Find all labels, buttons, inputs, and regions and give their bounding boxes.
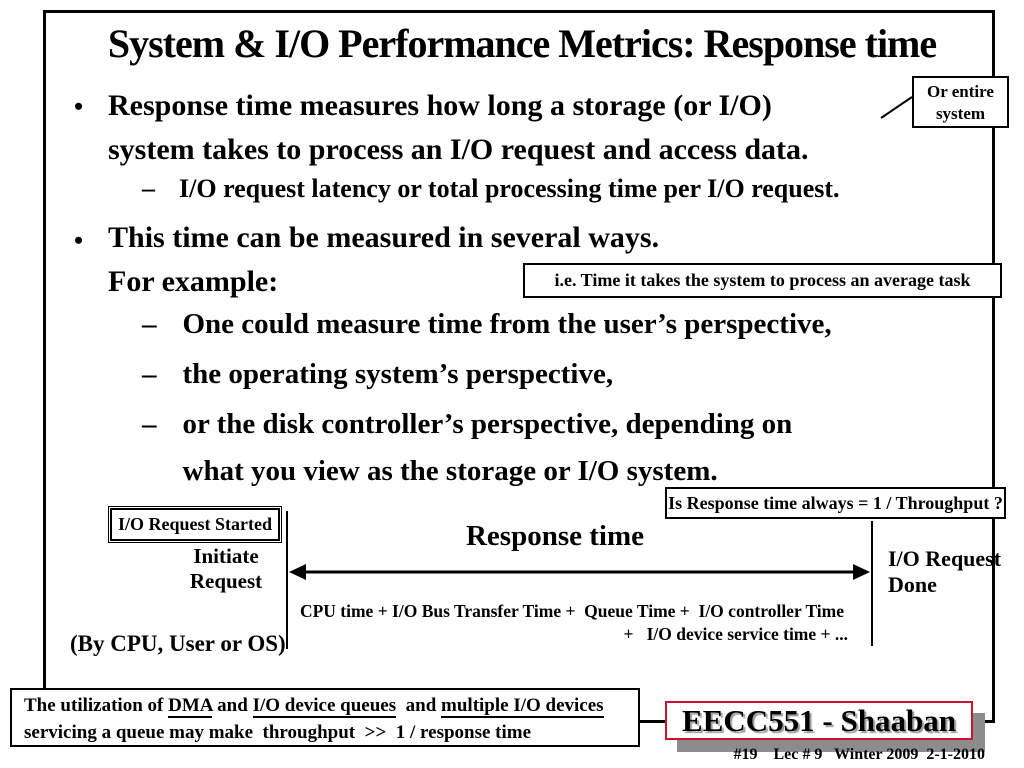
bullet2-subitem-1: – One could measure time from the user’s…	[142, 308, 832, 341]
done-line1: I/O Request	[888, 546, 1002, 571]
note-seg: The utilization of	[24, 695, 169, 716]
bullet2-line1: This time can be measured in several way…	[108, 221, 660, 254]
brand-box: EECC551 - Shaaban	[665, 701, 973, 740]
response-time-formula: CPU time + I/O Bus Transfer Time + Queue…	[296, 600, 848, 646]
bullet1-line2: system takes to process an I/O request a…	[108, 133, 809, 166]
dash-marker: –	[142, 408, 157, 440]
bullet2-sub3-text: or the disk controller’s perspective, de…	[183, 408, 793, 488]
formula-line1: CPU time + I/O Bus Transfer Time + Queue…	[299, 601, 845, 621]
bullet2-text: This time can be measured in several way…	[108, 216, 659, 304]
dash-marker: –	[142, 174, 155, 203]
bullet2-subitem-2: – the operating system’s perspective,	[142, 358, 613, 391]
bullet-marker: •	[74, 92, 84, 121]
footer-page-info: #19 Lec # 9 Winter 2009 2-1-2010	[733, 746, 985, 763]
bullet1-sub-text: I/O request latency or total processing …	[179, 174, 840, 203]
note-seg: and	[212, 695, 253, 716]
bullet2-sub1-text: One could measure time from the user’s p…	[182, 308, 832, 340]
note-seg: and	[396, 695, 442, 716]
done-line2: Done	[888, 572, 937, 597]
note-underlined-multiple-io: multiple I/O devices	[441, 695, 604, 718]
dash-marker: –	[142, 358, 157, 390]
bullet2-sub2-text: the operating system’s perspective,	[182, 358, 614, 390]
io-request-started-box: I/O Request Started	[108, 506, 282, 543]
bullet2-line2: For example:	[108, 265, 279, 298]
callout-or-entire-system: Or entire system	[912, 76, 1009, 128]
initiate-line2: Request	[189, 569, 263, 593]
callout-is-response-throughput: Is Response time always = 1 / Throughput…	[665, 487, 1006, 519]
bullet-marker: •	[74, 226, 84, 255]
initiate-line1: Initiate	[193, 544, 259, 568]
formula-line2: + I/O device service time + ...	[623, 624, 848, 644]
bottom-note-line2: servicing a queue may make throughput >>…	[24, 722, 532, 743]
initiate-request-label: Initiate Request	[170, 544, 282, 594]
page-title: System & I/O Performance Metrics: Respon…	[107, 21, 937, 66]
callout-ie-average-task: i.e. Time it takes the system to process…	[523, 263, 1002, 298]
note-underlined-dma: DMA	[168, 695, 213, 718]
dash-marker: –	[142, 308, 157, 340]
bullet1-line1: Response time measures how long a storag…	[108, 89, 772, 122]
bullet2-subitem-3: – or the disk controller’s perspective, …	[142, 408, 792, 488]
bottom-note-box: The utilization of DMA and I/O device qu…	[10, 688, 640, 747]
by-cpu-user-os-label: (By CPU, User or OS)	[70, 631, 286, 656]
bullet1-text: Response time measures how long a storag…	[108, 84, 809, 172]
bullet2-sub3-line2: what you view as the storage or I/O syst…	[182, 455, 718, 487]
response-time-label: Response time	[465, 520, 644, 552]
bullet1-subitem: – I/O request latency or total processin…	[142, 174, 840, 204]
bullet2-sub3-line1: or the disk controller’s perspective, de…	[182, 408, 793, 440]
note-underlined-io-queues: I/O device queues	[252, 695, 397, 718]
io-request-done-label: I/O Request Done	[888, 546, 1008, 598]
bottom-note-line1: The utilization of DMA and I/O device qu…	[24, 692, 626, 719]
